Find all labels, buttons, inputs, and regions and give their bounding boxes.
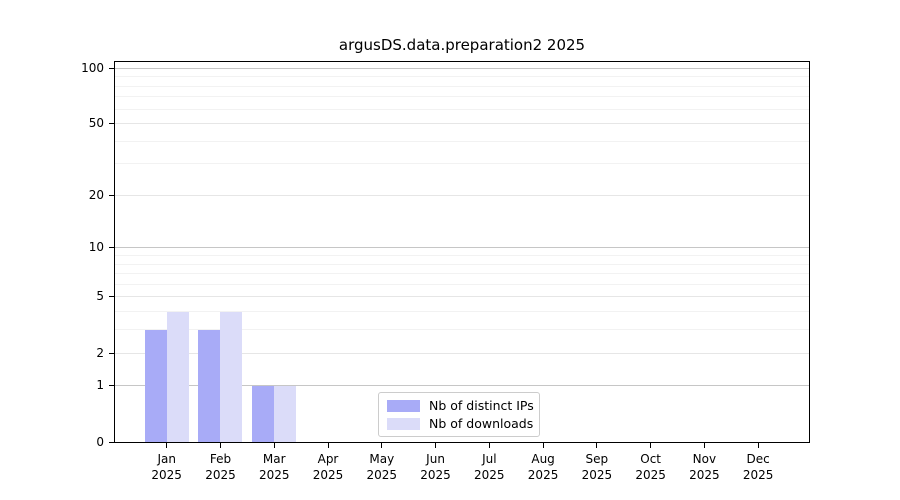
y-major-gridline bbox=[115, 247, 809, 249]
x-tickmark bbox=[542, 443, 544, 448]
y-axis-tick-label: 50 bbox=[88, 116, 104, 131]
y-minor-gridline bbox=[115, 140, 809, 142]
y-tickmark bbox=[109, 67, 114, 69]
y-axis-tick-label: 2 bbox=[96, 345, 104, 360]
y-minor-gridline bbox=[115, 163, 809, 165]
x-tickmark bbox=[327, 443, 329, 448]
y-gridline bbox=[115, 123, 809, 125]
y-minor-gridline bbox=[115, 283, 809, 285]
x-axis-tick-label: Jun 2025 bbox=[420, 452, 451, 482]
x-axis-tick-label: May 2025 bbox=[366, 452, 398, 482]
y-axis-tick-label: 10 bbox=[88, 240, 104, 255]
x-tickmark bbox=[273, 443, 275, 448]
x-axis-tick-label: Mar 2025 bbox=[258, 452, 290, 482]
y-major-gridline bbox=[115, 385, 809, 387]
legend-label: Nb of downloads bbox=[429, 416, 534, 431]
y-minor-gridline bbox=[115, 108, 809, 110]
x-axis-tick-label: Nov 2025 bbox=[689, 452, 720, 482]
bar-distinct-ips bbox=[252, 385, 275, 442]
bar-downloads bbox=[166, 311, 189, 442]
legend: Nb of distinct IPs Nb of downloads bbox=[378, 392, 540, 437]
x-axis-tick-label: Oct 2025 bbox=[635, 452, 666, 482]
bar-downloads bbox=[220, 311, 243, 442]
chart-title: argusDS.data.preparation2 2025 bbox=[338, 36, 586, 54]
x-axis-tick-label: Sep 2025 bbox=[581, 452, 613, 482]
x-axis-tick-label: Dec 2025 bbox=[742, 452, 774, 482]
legend-item: Nb of downloads bbox=[387, 416, 534, 431]
bar-downloads bbox=[274, 385, 297, 442]
plot-area bbox=[114, 61, 810, 443]
x-tickmark bbox=[435, 443, 437, 448]
legend-swatch-downloads bbox=[387, 417, 420, 430]
y-minor-gridline bbox=[115, 254, 809, 256]
y-minor-gridline bbox=[115, 329, 809, 331]
y-axis-tick-label: 0 bbox=[96, 434, 104, 449]
y-minor-gridline bbox=[115, 273, 809, 275]
y-gridline bbox=[115, 352, 809, 354]
x-tickmark bbox=[488, 443, 490, 448]
y-tickmark bbox=[109, 385, 114, 387]
legend-swatch-distinct-ips bbox=[387, 399, 420, 412]
y-axis-tick-label: 1 bbox=[96, 378, 104, 393]
y-major-gridline bbox=[115, 67, 809, 69]
y-axis-tick-label: 20 bbox=[88, 187, 104, 202]
y-tickmark bbox=[109, 123, 114, 125]
x-tickmark bbox=[703, 443, 705, 448]
y-tickmark bbox=[109, 296, 114, 298]
x-tickmark bbox=[219, 443, 221, 448]
y-minor-gridline bbox=[115, 311, 809, 313]
y-minor-gridline bbox=[115, 85, 809, 87]
y-tickmark bbox=[109, 441, 114, 443]
legend-label: Nb of distinct IPs bbox=[429, 398, 534, 413]
bar-distinct-ips bbox=[198, 329, 221, 442]
y-tickmark bbox=[109, 194, 114, 196]
y-gridline bbox=[115, 296, 809, 298]
y-tickmark bbox=[109, 352, 114, 354]
y-gridline bbox=[115, 194, 809, 196]
x-axis-tick-label: Apr 2025 bbox=[312, 452, 344, 482]
y-minor-gridline bbox=[115, 76, 809, 78]
x-tickmark bbox=[596, 443, 598, 448]
y-minor-gridline bbox=[115, 96, 809, 98]
legend-item: Nb of distinct IPs bbox=[387, 398, 534, 413]
x-tickmark bbox=[166, 443, 168, 448]
x-tickmark bbox=[381, 443, 383, 448]
x-axis-tick-label: Jan 2025 bbox=[151, 452, 182, 482]
x-axis-tick-label: Jul 2025 bbox=[474, 452, 505, 482]
x-axis-tick-label: Feb 2025 bbox=[205, 452, 236, 482]
x-tickmark bbox=[650, 443, 652, 448]
y-tickmark bbox=[109, 247, 114, 249]
y-axis-tick-label: 100 bbox=[81, 60, 104, 75]
x-tickmark bbox=[757, 443, 759, 448]
bar-distinct-ips bbox=[144, 329, 167, 442]
y-axis-tick-label: 5 bbox=[96, 289, 104, 304]
y-minor-gridline bbox=[115, 263, 809, 265]
x-axis-tick-label: Aug 2025 bbox=[527, 452, 559, 482]
